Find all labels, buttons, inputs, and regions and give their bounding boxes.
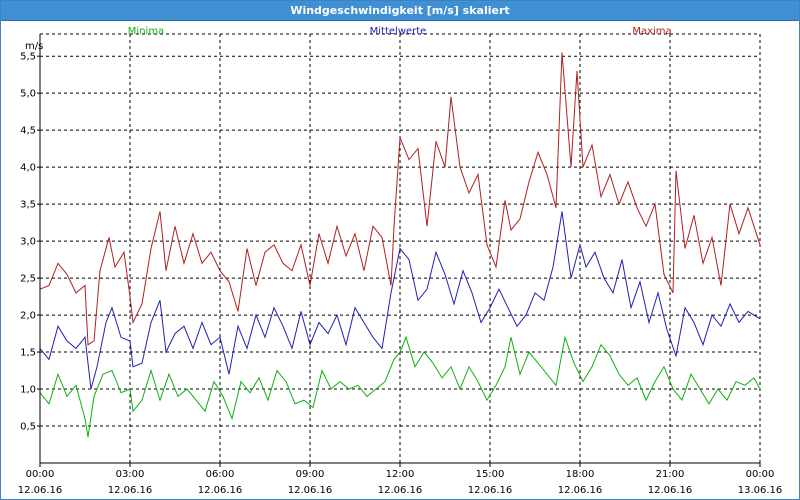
- x-tick-time-label: 12:00: [386, 469, 415, 480]
- y-tick-label: 3,0: [20, 237, 36, 248]
- y-tick-label: 2,0: [20, 311, 36, 322]
- y-tick-label: 4,0: [20, 163, 36, 174]
- wind-speed-chart: Minima Mittelwerte Maxima 0,5 1,0 1,5 2,0 2,5 3…: [18, 26, 783, 496]
- series-minima: [39, 335, 761, 438]
- x-tick-time-label: 21:00: [656, 469, 685, 480]
- legend: Minima Mittelwerte Maxima: [128, 26, 672, 37]
- x-tick-date-label: 12.06.16: [18, 485, 63, 496]
- x-tick-time-label: 03:00: [116, 469, 145, 480]
- legend-maxima: Maxima: [632, 26, 671, 37]
- x-tick-date-label: 12.06.16: [288, 485, 333, 496]
- legend-mittelwerte: Mittelwerte: [370, 26, 427, 37]
- y-axis-label: m/s: [25, 41, 43, 52]
- y-tick-label: 1,0: [20, 385, 36, 396]
- x-tick-date-label: 12.06.16: [378, 485, 423, 496]
- y-tick-label: 5,0: [20, 89, 36, 100]
- y-tick-label: 0,5: [20, 422, 36, 433]
- series-mittelwerte: [39, 211, 761, 390]
- y-tick-label: 1,5: [20, 348, 36, 359]
- y-tick-label: 5,5: [20, 52, 36, 63]
- y-tick-label: 4,5: [20, 126, 36, 137]
- x-tick-date-label: 12.06.16: [558, 485, 603, 496]
- x-tick-date-label: 12.06.16: [468, 485, 513, 496]
- x-tick-time-label: 18:00: [566, 469, 595, 480]
- x-tick-time-label: 06:00: [206, 469, 235, 480]
- series-layer: [39, 52, 761, 438]
- x-tick-date-label: 12.06.16: [648, 485, 693, 496]
- x-tick-date-label: 12.06.16: [108, 485, 153, 496]
- x-tick-date-label: 12.06.16: [198, 485, 243, 496]
- x-tick-date-label: 13.06.16: [738, 485, 783, 496]
- x-tick-time-label: 00:00: [26, 469, 55, 480]
- series-maxima: [39, 52, 761, 346]
- x-tick-time-label: 00:00: [746, 469, 775, 480]
- y-tick-label: 3,5: [20, 200, 36, 211]
- legend-minima: Minima: [128, 26, 164, 37]
- x-tick-time-label: 15:00: [476, 469, 505, 480]
- window-title: Windgeschwindigkeit [m/s] skaliert: [1, 1, 799, 21]
- axes: 0,5 1,0 1,5 2,0 2,5 3,0 3,5 4,0 4,5 5,0 5,5 00:00 12…: [18, 34, 783, 496]
- grid: [40, 33, 761, 463]
- x-tick-time-label: 09:00: [296, 469, 325, 480]
- y-tick-label: 2,5: [20, 274, 36, 285]
